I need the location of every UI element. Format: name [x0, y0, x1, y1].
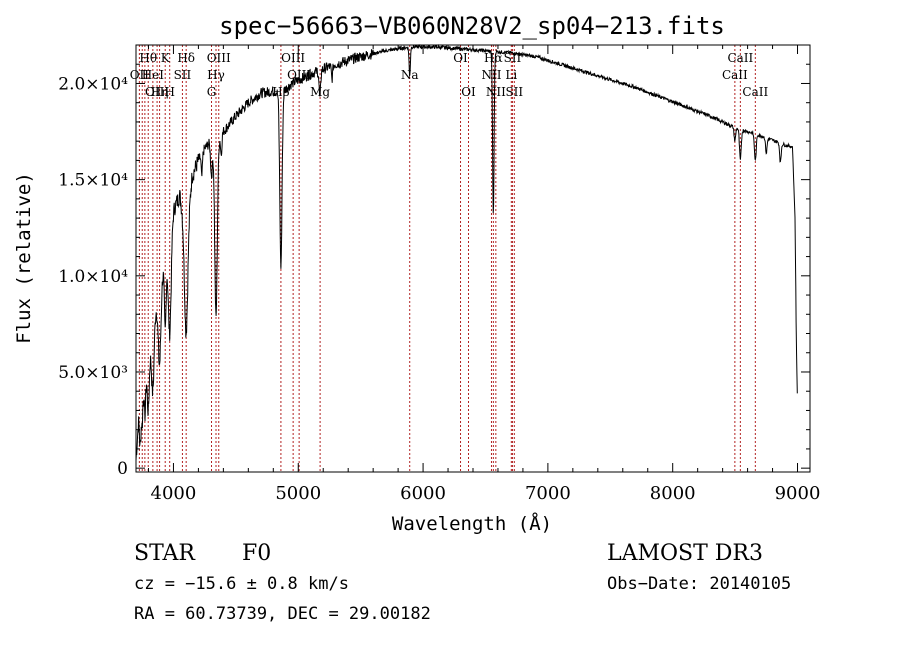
object-type: STAR: [134, 541, 196, 566]
x-tick-label: 7000: [525, 483, 571, 504]
spectral-line-label: OI: [461, 85, 476, 99]
spectral-line-label: HeI: [142, 68, 165, 82]
x-tick-label: 9000: [775, 483, 821, 504]
spectral-line-label: CaII: [727, 51, 753, 65]
spectral-line-label: OIII: [145, 85, 169, 99]
spectral-line-label: NII: [486, 85, 506, 99]
y-tick-label: 0: [117, 459, 128, 479]
spectral-subclass: F0: [242, 541, 271, 566]
coordinates: RA = 60.73739, DEC = 29.00182: [134, 604, 431, 624]
spectral-line-label: OII: [130, 68, 150, 82]
spectral-line-label: SII: [174, 68, 192, 82]
spectral-line-label: OIII: [207, 51, 231, 65]
x-tick-label: 8000: [650, 483, 696, 504]
spectral-line-label: Hη: [151, 85, 169, 99]
x-tick-label: 5000: [275, 483, 321, 504]
y-axis-label: Flux (relative): [13, 172, 35, 344]
spectral-line-label: K: [161, 51, 171, 65]
spectral-line-label: Hγ: [207, 68, 225, 82]
spectral-line-label: Li: [505, 68, 517, 82]
spectral-line-label: Hδ: [177, 51, 195, 65]
redshift-cz: cz = −15.6 ± 0.8 km/s: [134, 574, 349, 594]
spectral-line-label: G: [207, 85, 217, 99]
emission-line-labels: OIIHθHeIOIIIHηKHSIIHδGHγOIIIHβOIIIOIIIMg…: [130, 51, 769, 99]
spectral-line-label: H: [164, 85, 174, 99]
spectral-line-label: OIII: [281, 51, 305, 65]
obs-date: Obs−Date: 20140105: [607, 574, 791, 594]
x-axis-label: Wavelength (Å): [392, 512, 552, 535]
spectral-line-label: SII: [504, 51, 522, 65]
spectral-line-label: Hθ: [139, 51, 157, 65]
spectral-line-label: Hα: [484, 51, 503, 65]
spectral-line-label: CaII: [742, 85, 768, 99]
emission-line-markers: [138, 45, 756, 472]
x-tick-label: 6000: [400, 483, 446, 504]
y-tick-label: 5.0×10³: [58, 363, 128, 383]
y-axis: 0 5.0×10³ 1.0×10⁴ 1.5×10⁴ 2.0×10⁴: [58, 63, 810, 479]
plot-frame: [135, 44, 811, 473]
spectral-line-label: OI: [453, 51, 468, 65]
x-axis: 4000 5000 6000 7000 8000 9000: [147, 45, 821, 504]
x-tick-label: 4000: [151, 483, 197, 504]
y-tick-label: 1.5×10⁴: [58, 171, 128, 191]
survey-name: LAMOST DR3: [607, 541, 763, 566]
spectral-line-label: SII: [505, 85, 523, 99]
spectral-line-label: CaII: [722, 68, 748, 82]
y-tick-label: 2.0×10⁴: [58, 74, 128, 94]
chart-title: spec−56663−VB060N28V2_sp04−213.fits: [219, 12, 725, 40]
y-tick-label: 1.0×10⁴: [58, 267, 128, 287]
spectrum-series-line: [135, 43, 798, 461]
